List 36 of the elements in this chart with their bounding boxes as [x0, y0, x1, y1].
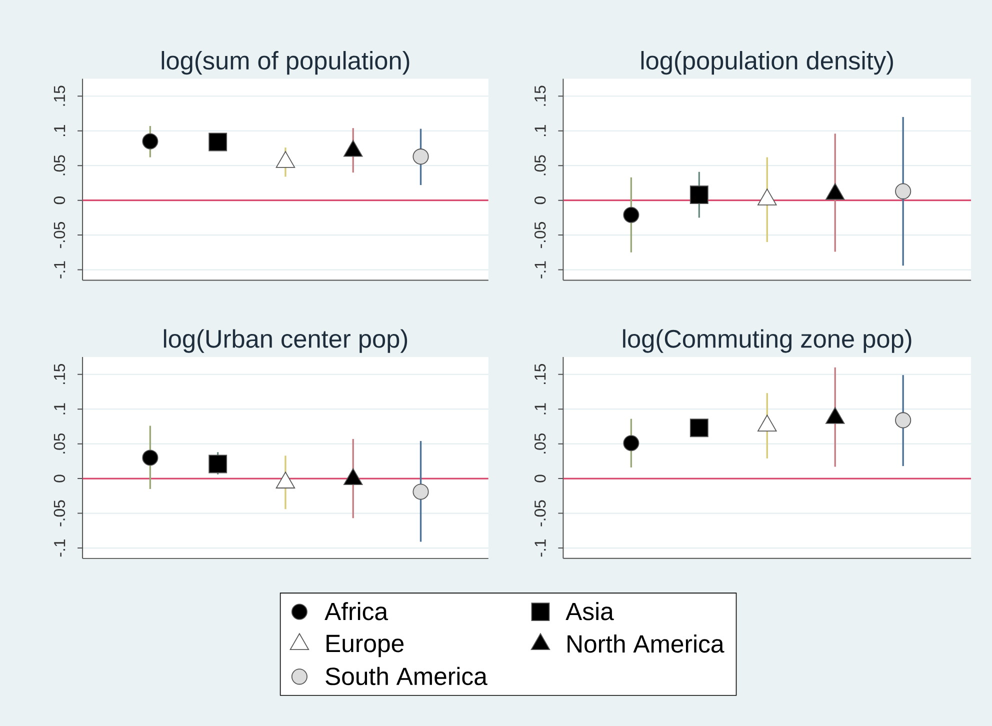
- legend-label: South America: [326, 666, 488, 686]
- point: [895, 183, 912, 200]
- y-tick-label: -.1: [534, 540, 546, 557]
- y-tick-label: .05: [534, 433, 546, 454]
- y-tick-label: .15: [534, 364, 546, 384]
- chart-title: log(Commuting zone pop): [623, 329, 912, 353]
- y-tick-label: .05: [54, 433, 66, 454]
- y-tick-label: .05: [534, 155, 546, 176]
- y-tick-label: .15: [54, 364, 66, 384]
- y-tick-label: .15: [54, 86, 66, 106]
- y-tick-label: -.1: [534, 261, 546, 278]
- y-tick-label: .1: [534, 403, 546, 414]
- y-tick-label: 0: [534, 196, 546, 204]
- point: [623, 206, 640, 223]
- y-tick-label: 0: [534, 474, 546, 482]
- y-tick-label: -.05: [54, 222, 66, 248]
- y-tick-label: .05: [54, 155, 66, 176]
- legend-label: North America: [568, 634, 724, 653]
- point: [690, 186, 708, 204]
- y-tick-label: -.05: [54, 500, 66, 526]
- y-tick-label: 0: [54, 196, 66, 204]
- y-tick-label: .1: [54, 125, 66, 136]
- y-tick-label: .1: [534, 125, 546, 136]
- y-tick-label: -.1: [54, 540, 66, 557]
- legend-label: Asia: [566, 602, 614, 620]
- y-tick-label: -.05: [534, 222, 546, 248]
- chart-title: log(Urban center pop): [164, 329, 408, 353]
- y-tick-label: .15: [534, 86, 546, 106]
- chart-title: log(sum of population): [162, 51, 410, 75]
- y-tick-label: 0: [54, 474, 66, 482]
- y-tick-label: -.1: [54, 261, 66, 278]
- legend-label: Europe: [326, 634, 404, 658]
- legend-label: Africa: [324, 602, 388, 620]
- y-tick-label: .1: [54, 403, 66, 414]
- y-tick-label: -.05: [534, 500, 546, 526]
- chart-title: log(population density): [641, 51, 893, 75]
